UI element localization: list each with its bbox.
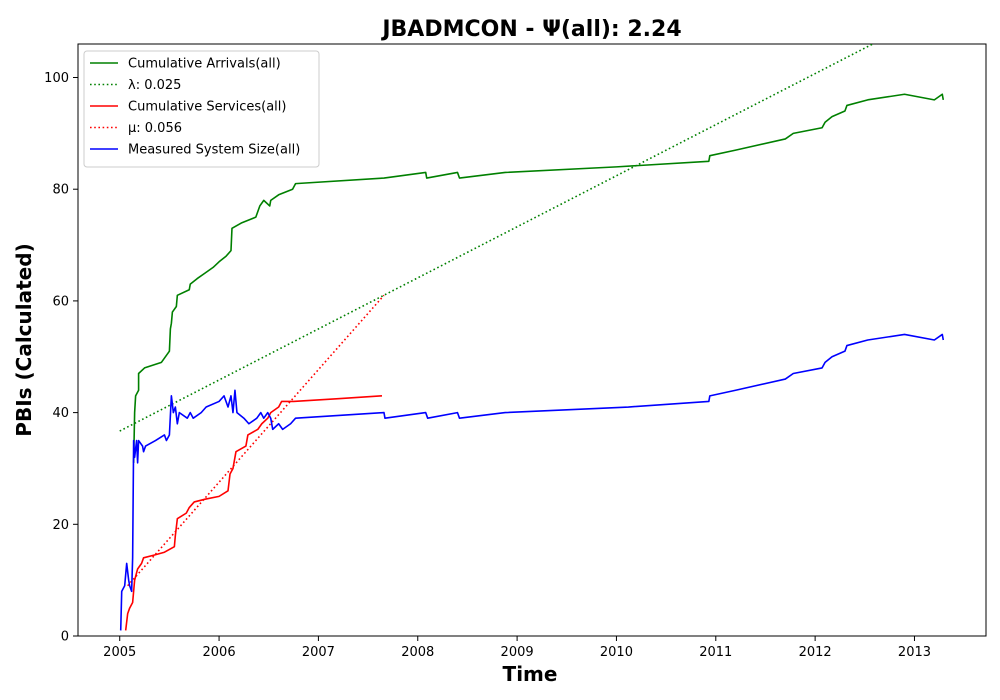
legend-box — [83, 50, 320, 168]
series-line-3 — [127, 294, 385, 587]
x-tick-label-4: 2009 — [501, 645, 534, 660]
x-tick-label-8: 2013 — [898, 645, 931, 660]
y-tick-label-1: 20 — [52, 518, 69, 533]
x-tick-label-3: 2008 — [401, 645, 434, 660]
y-tick-label-5: 100 — [44, 71, 69, 86]
y-tick-label-0: 0 — [61, 630, 69, 645]
y-tick-label-4: 80 — [52, 183, 69, 198]
plot-frame — [77, 43, 987, 637]
plot-area — [119, 44, 945, 631]
y-axis-label: PBIs (Calculated) — [12, 243, 36, 436]
y-tick-label-2: 40 — [52, 406, 69, 421]
x-tick-label-6: 2011 — [699, 645, 732, 660]
x-axis: 2005 2006 2007 2008 2009 2010 2011 2012 2013 — [103, 636, 931, 660]
x-tick-label-1: 2006 — [203, 645, 236, 660]
legend-label-2: Cumulative Services(all) — [128, 100, 286, 115]
legend-label-3: μ: 0.056 — [128, 121, 182, 136]
legend-label-4: Measured System Size(all) — [128, 143, 300, 158]
series-line-4 — [119, 333, 945, 631]
x-tick-label-5: 2010 — [600, 645, 633, 660]
legend-label-1: λ: 0.025 — [128, 78, 181, 93]
x-tick-label-7: 2012 — [799, 645, 832, 660]
legend-label-0: Cumulative Arrivals(all) — [128, 57, 281, 72]
y-tick-label-3: 60 — [52, 294, 69, 309]
x-axis-label: Time — [503, 662, 558, 686]
chart-title: JBADMCON - Ψ(all): 2.24 — [380, 17, 681, 42]
x-tick-label-0: 2005 — [103, 645, 136, 660]
legend: Cumulative Arrivals(all) λ: 0.025 Cumulati… — [83, 50, 320, 168]
series-line-2 — [124, 395, 383, 631]
x-tick-label-2: 2007 — [302, 645, 335, 660]
series-line-0 — [132, 93, 945, 463]
y-axis: 0 20 40 60 80 100 — [44, 71, 78, 645]
